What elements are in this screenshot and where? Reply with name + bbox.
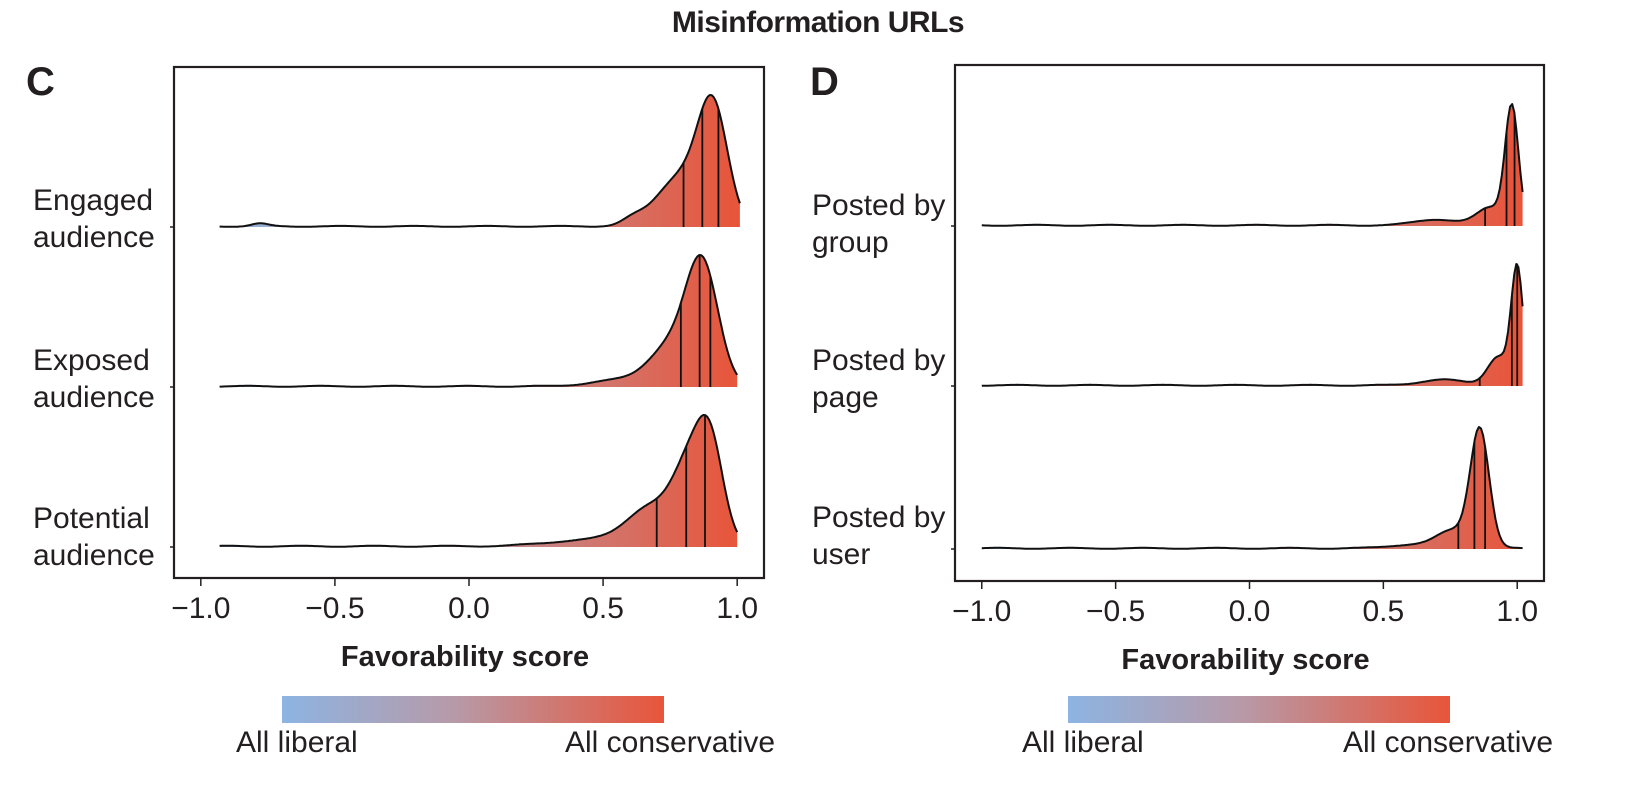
ridge-label: Exposed audience <box>33 344 155 414</box>
ridge-series: Exposed audience <box>33 254 739 414</box>
panel-c: −1.0 −0.5 0.0 0.5 1.0 Favorability score Engag… <box>33 65 766 673</box>
ridge-series: Engaged audience <box>33 94 741 254</box>
ridge-label: Posted by page <box>812 344 945 414</box>
plot-frame <box>953 63 1546 583</box>
density-outline <box>981 426 1523 550</box>
x-tick-label: −1.0 <box>952 595 1011 628</box>
ridge-label: Engaged audience <box>33 184 155 254</box>
x-tick-label: −0.5 <box>305 592 364 625</box>
x-tick-label: −1.0 <box>171 592 230 625</box>
colorbar-d-right-label: All conservative <box>1343 726 1554 759</box>
density-area <box>981 427 1523 549</box>
density-outline <box>981 263 1524 387</box>
panel-letter-c: C <box>26 60 55 104</box>
density-outline <box>219 414 739 548</box>
ridge-series: Posted by group <box>812 103 1524 259</box>
density-area <box>219 255 738 387</box>
x-tick-label: 1.0 <box>716 592 758 625</box>
ridge-series: Posted by page <box>812 263 1524 414</box>
density-area <box>981 264 1523 386</box>
density-outline <box>219 254 739 388</box>
density-area <box>219 95 740 227</box>
panels: −1.0 −0.5 0.0 0.5 1.0 Favorability score Engag… <box>33 63 1546 676</box>
x-tick-label: 1.0 <box>1496 595 1538 628</box>
x-tick-label: 0.0 <box>448 592 490 625</box>
ridge-label: Posted by group <box>812 189 945 259</box>
ridge-series: Potential audience <box>33 414 739 572</box>
x-tick-label: 0.5 <box>1363 595 1405 628</box>
colorbar-c-left-label: All liberal <box>236 726 358 759</box>
x-axis-label: Favorability score <box>341 641 589 673</box>
colorbar-d <box>1068 696 1450 723</box>
colorbar-d-left-label: All liberal <box>1022 726 1144 759</box>
density-outline <box>219 94 741 228</box>
figure-title: Misinformation URLs <box>671 6 965 39</box>
x-axis-label: Favorability score <box>1121 644 1369 676</box>
colorbar-c <box>282 696 664 723</box>
x-tick-label: −0.5 <box>1086 595 1145 628</box>
colorbar-c-right-label: All conservative <box>565 726 776 759</box>
panel-d: −1.0 −0.5 0.0 0.5 1.0 Favorability score Poste… <box>812 63 1546 676</box>
density-outline <box>981 103 1524 227</box>
ridge-label: Posted by user <box>812 501 945 571</box>
density-area <box>981 104 1523 226</box>
x-tick-label: 0.0 <box>1229 595 1271 628</box>
x-tick-label: 0.5 <box>582 592 624 625</box>
ridge-series: Posted by user <box>812 426 1523 571</box>
panel-letter-d: D <box>810 60 839 104</box>
density-area <box>219 415 738 547</box>
ridge-label: Potential audience <box>33 502 155 572</box>
